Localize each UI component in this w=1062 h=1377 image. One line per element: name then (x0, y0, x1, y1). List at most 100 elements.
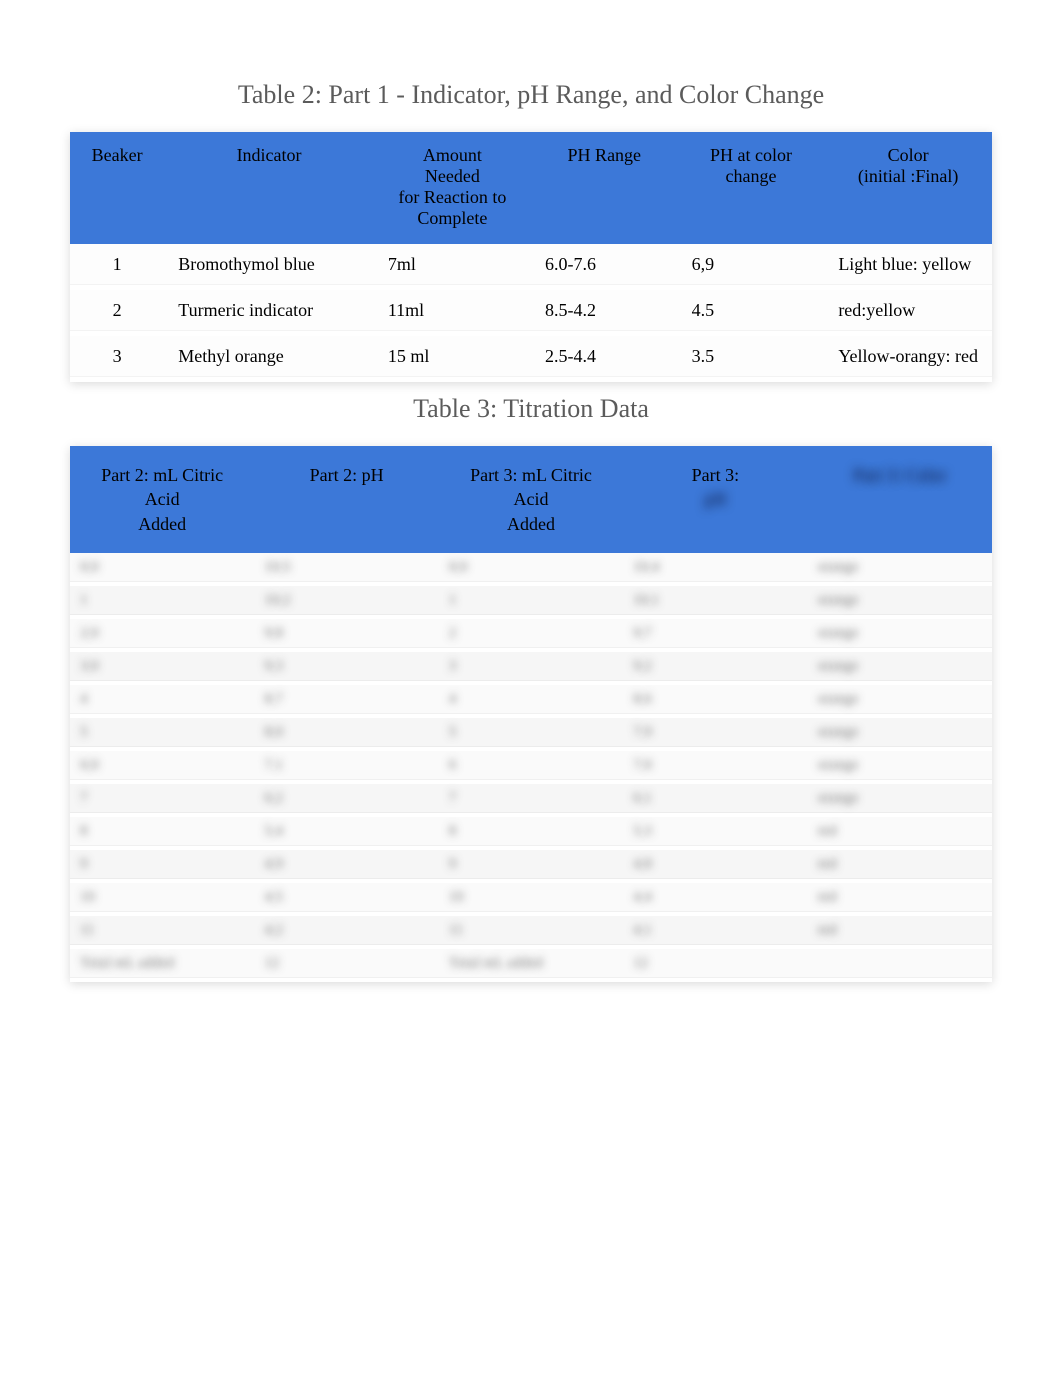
table-row: 2.09.829.7orange (70, 619, 992, 652)
table3-col-3-blurline: pH (704, 489, 726, 509)
blurred-cell: 12 (254, 949, 438, 982)
blurred-cell: 5 (439, 718, 623, 751)
table2-col-4: PH at colorchange (678, 132, 825, 244)
table2: Beaker Indicator AmountNeededfor Reactio… (70, 132, 992, 382)
blurred-cell: 10.5 (254, 553, 438, 586)
blurred-cell: 0.0 (70, 553, 254, 586)
table2-wrap: Beaker Indicator AmountNeededfor Reactio… (70, 132, 992, 382)
blurred-cell: 8.0 (254, 718, 438, 751)
blurred-cell: 4.1 (623, 916, 807, 949)
blurred-cell: 4.5 (254, 883, 438, 916)
cell-phrange: 6.0-7.6 (531, 244, 678, 290)
table-row: 76.276.1orange (70, 784, 992, 817)
table-row: 85.485.3red (70, 817, 992, 850)
table2-head: Beaker Indicator AmountNeededfor Reactio… (70, 132, 992, 244)
cell-color: Light blue: yellow (824, 244, 992, 290)
blurred-cell: 11 (70, 916, 254, 949)
blurred-cell: red (808, 817, 992, 850)
table-row: 110.2110.1orange (70, 586, 992, 619)
table3-title: Table 3: Titration Data (70, 394, 992, 424)
table-row: 114.2114.1red (70, 916, 992, 949)
blurred-cell: 0.0 (439, 553, 623, 586)
table2-col-3: PH Range (531, 132, 678, 244)
table2-col-5: Color(initial :Final) (824, 132, 992, 244)
cell-indicator: Turmeric indicator (164, 290, 374, 336)
blurred-cell: 6.1 (623, 784, 807, 817)
blurred-cell: 4.4 (623, 883, 807, 916)
cell-phchange: 6,9 (678, 244, 825, 290)
blurred-cell: 4.2 (254, 916, 438, 949)
cell-amount: 15 ml (374, 336, 531, 382)
blurred-cell: 10.2 (254, 586, 438, 619)
blurred-cell: 7 (439, 784, 623, 817)
cell-beaker: 3 (70, 336, 164, 382)
blurred-cell: red (808, 850, 992, 883)
table2-title: Table 2: Part 1 - Indicator, pH Range, a… (70, 80, 992, 110)
table3-col-4: Part 3: Color (808, 446, 992, 553)
table3-col-2: Part 3: mL CitricAcidAdded (439, 446, 623, 553)
table3-col-3-text: Part 3: (692, 465, 740, 485)
blurred-cell: 6.2 (254, 784, 438, 817)
cell-indicator: Bromothymol blue (164, 244, 374, 290)
blurred-cell: 9.7 (623, 619, 807, 652)
blurred-cell: red (808, 883, 992, 916)
cell-amount: 11ml (374, 290, 531, 336)
blurred-cell: 5.4 (254, 817, 438, 850)
blurred-cell: 7 (70, 784, 254, 817)
blurred-cell: 4 (439, 685, 623, 718)
blurred-cell: red (808, 916, 992, 949)
blurred-cell: 2.0 (70, 619, 254, 652)
blurred-cell: 4 (70, 685, 254, 718)
table-row: 104.5104.4red (70, 883, 992, 916)
table3-col-3: Part 3: pH (623, 446, 807, 553)
blurred-cell: Total mL added (70, 949, 254, 982)
blurred-cell: 5 (70, 718, 254, 751)
blurred-cell: 11 (439, 916, 623, 949)
table-row: 58.057.9orange (70, 718, 992, 751)
table-row: 6.07.167.0orange (70, 751, 992, 784)
cell-phrange: 8.5-4.2 (531, 290, 678, 336)
blurred-cell: 1 (439, 586, 623, 619)
blurred-cell: 7.0 (623, 751, 807, 784)
blurred-cell: 10.1 (623, 586, 807, 619)
blurred-cell: 10.4 (623, 553, 807, 586)
blurred-cell: 4.9 (254, 850, 438, 883)
blurred-cell: 9.2 (623, 652, 807, 685)
table-row: 48.748.6orange (70, 685, 992, 718)
blurred-cell: orange (808, 685, 992, 718)
blurred-cell: 8 (439, 817, 623, 850)
table3-col-4-blur: Part 3: Color (853, 465, 946, 485)
blurred-cell (808, 949, 992, 982)
blurred-cell: 3.0 (70, 652, 254, 685)
blurred-cell: 3 (439, 652, 623, 685)
page: Table 2: Part 1 - Indicator, pH Range, a… (0, 0, 1062, 1377)
blurred-cell: orange (808, 718, 992, 751)
cell-phchange: 4.5 (678, 290, 825, 336)
blurred-cell: 8.6 (623, 685, 807, 718)
table3-col-1: Part 2: pH (254, 446, 438, 553)
blurred-cell: 8 (70, 817, 254, 850)
blurred-cell: 10 (439, 883, 623, 916)
blurred-cell: 10 (70, 883, 254, 916)
cell-beaker: 1 (70, 244, 164, 290)
table-row: 94.994.8red (70, 850, 992, 883)
cell-indicator: Methyl orange (164, 336, 374, 382)
table-row: 2 Turmeric indicator 11ml 8.5-4.2 4.5 re… (70, 290, 992, 336)
table-row: 0.010.50.010.4orange (70, 553, 992, 586)
blurred-cell: 6 (439, 751, 623, 784)
table2-col-0: Beaker (70, 132, 164, 244)
table3-col-0: Part 2: mL CitricAcidAdded (70, 446, 254, 553)
blurred-cell: 1 (70, 586, 254, 619)
blurred-cell: orange (808, 553, 992, 586)
cell-color: red:yellow (824, 290, 992, 336)
table2-body: 1 Bromothymol blue 7ml 6.0-7.6 6,9 Light… (70, 244, 992, 382)
blurred-cell: 8.7 (254, 685, 438, 718)
blurred-cell: orange (808, 751, 992, 784)
blurred-cell: Total mL added (439, 949, 623, 982)
table2-col-2: AmountNeededfor Reaction toComplete (374, 132, 531, 244)
cell-phchange: 3.5 (678, 336, 825, 382)
table2-col-1: Indicator (164, 132, 374, 244)
cell-phrange: 2.5-4.4 (531, 336, 678, 382)
table-row: 3.09.339.2orange (70, 652, 992, 685)
blurred-cell: orange (808, 586, 992, 619)
